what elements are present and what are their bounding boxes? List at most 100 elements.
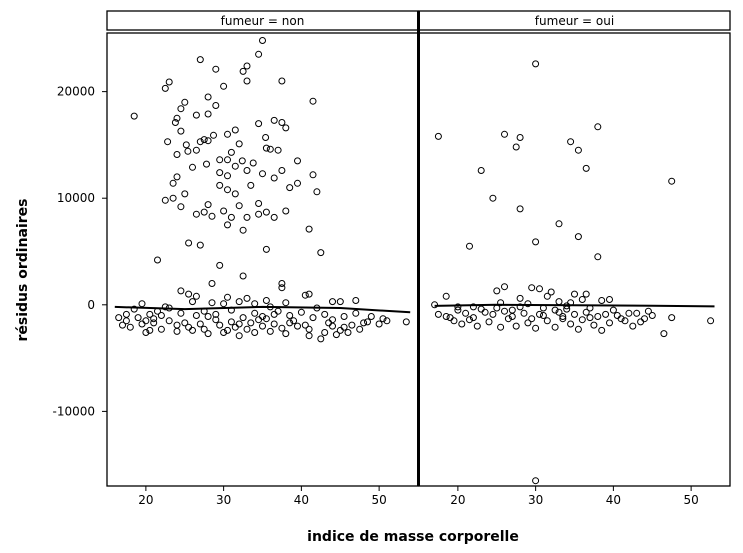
data-point — [317, 335, 325, 343]
data-point — [637, 318, 645, 326]
data-point — [512, 322, 520, 330]
data-point — [668, 314, 676, 322]
data-point — [262, 208, 270, 216]
data-point — [184, 147, 192, 155]
data-point — [516, 303, 524, 311]
data-point — [182, 141, 190, 149]
data-point — [212, 65, 220, 73]
data-point — [594, 253, 602, 261]
data-point — [192, 111, 200, 119]
data-point — [216, 321, 224, 329]
data-point — [192, 210, 200, 218]
strip-label: fumeur = oui — [535, 14, 614, 28]
y-tick-label: 10000 — [57, 191, 95, 205]
data-point — [138, 320, 146, 328]
data-point — [508, 313, 516, 320]
data-point — [294, 322, 301, 330]
data-point — [297, 308, 305, 316]
data-point — [239, 67, 247, 75]
data-point — [235, 320, 243, 328]
data-point — [574, 146, 582, 154]
x-axis-title: indice de masse corporelle — [307, 529, 519, 545]
data-point — [543, 317, 551, 325]
plot-frame — [106, 32, 419, 487]
data-point — [454, 303, 462, 311]
data-point — [278, 77, 286, 85]
data-point — [473, 322, 481, 330]
data-point — [177, 203, 185, 211]
data-point — [375, 320, 383, 328]
data-point — [231, 126, 239, 134]
data-point — [594, 123, 602, 131]
data-point — [189, 298, 196, 306]
data-point — [185, 290, 193, 298]
data-point — [142, 317, 150, 325]
data-point — [528, 284, 536, 292]
data-point — [196, 320, 204, 328]
data-point — [367, 313, 375, 320]
data-point — [235, 298, 243, 306]
data-point — [305, 325, 313, 333]
y-axis-title: résidus ordinaires — [15, 198, 31, 341]
data-point — [434, 310, 442, 318]
data-point — [157, 312, 165, 319]
data-point — [200, 325, 208, 333]
data-point — [582, 308, 590, 316]
data-point — [173, 321, 181, 329]
data-point — [196, 241, 204, 249]
data-point — [348, 321, 356, 329]
data-point — [442, 313, 450, 320]
data-point — [571, 290, 578, 298]
data-point — [134, 314, 142, 322]
data-point — [208, 280, 216, 287]
strip-label: fumeur = non — [221, 14, 305, 28]
data-point — [274, 146, 282, 154]
data-point — [528, 315, 536, 323]
data-point — [282, 299, 290, 307]
data-point — [555, 298, 563, 306]
data-point — [270, 320, 278, 328]
data-point — [555, 308, 563, 316]
data-point — [582, 290, 590, 298]
data-point — [224, 130, 231, 138]
data-point — [336, 326, 344, 334]
data-point — [231, 323, 239, 331]
x-tick-label: 50 — [683, 493, 698, 507]
data-point — [262, 297, 270, 304]
data-point — [352, 297, 360, 304]
data-point — [204, 110, 212, 118]
data-point — [578, 296, 586, 303]
data-point — [235, 202, 243, 210]
data-point — [227, 318, 235, 326]
data-point — [508, 306, 516, 314]
data-point — [243, 62, 251, 70]
smooth-curve — [114, 305, 411, 314]
data-point — [231, 190, 239, 198]
data-point — [243, 213, 251, 221]
data-point — [360, 319, 368, 327]
x-tick-label: 50 — [371, 493, 386, 507]
data-point — [224, 172, 231, 180]
data-point — [446, 314, 454, 322]
data-point — [165, 317, 173, 325]
data-point — [290, 317, 298, 325]
data-point — [216, 181, 224, 189]
data-point — [606, 319, 613, 327]
data-point — [344, 329, 352, 336]
data-point — [161, 196, 169, 204]
data-point — [532, 477, 540, 485]
data-point — [574, 325, 582, 333]
data-point — [220, 207, 228, 215]
data-point — [660, 330, 668, 338]
data-point — [481, 308, 489, 316]
data-point — [130, 305, 138, 313]
data-point — [543, 292, 551, 300]
data-point — [239, 272, 247, 280]
data-point — [224, 221, 231, 229]
data-point — [208, 299, 216, 307]
data-point — [524, 319, 532, 327]
data-point — [301, 321, 309, 329]
data-point — [204, 137, 212, 145]
data-point — [402, 318, 410, 326]
data-point — [301, 291, 309, 299]
